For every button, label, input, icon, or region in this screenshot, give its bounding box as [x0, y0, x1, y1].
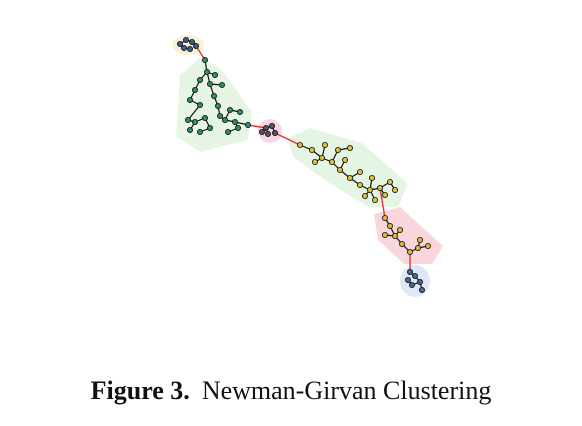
- node: [371, 196, 378, 203]
- node: [192, 43, 199, 50]
- node: [206, 125, 213, 132]
- node: [408, 281, 415, 288]
- node: [346, 144, 353, 151]
- node: [210, 93, 217, 100]
- node: [224, 128, 231, 135]
- node: [264, 130, 271, 137]
- node: [216, 113, 223, 120]
- node: [416, 278, 423, 285]
- node: [406, 248, 413, 255]
- node: [381, 191, 388, 198]
- node: [206, 81, 213, 88]
- node: [186, 127, 193, 134]
- node: [201, 57, 208, 64]
- node: [321, 141, 328, 148]
- node: [391, 232, 398, 239]
- node: [416, 236, 423, 243]
- node: [182, 37, 189, 44]
- node: [180, 45, 187, 52]
- hull: [374, 207, 443, 264]
- node: [201, 115, 208, 122]
- node: [311, 158, 318, 165]
- node: [404, 276, 411, 283]
- node: [234, 125, 241, 132]
- node: [214, 103, 221, 110]
- node: [188, 39, 195, 46]
- node: [318, 154, 325, 161]
- hull: [288, 128, 408, 207]
- node: [424, 242, 431, 249]
- node: [186, 46, 193, 53]
- node: [191, 87, 198, 94]
- node: [258, 128, 265, 135]
- node: [218, 82, 225, 89]
- node: [381, 231, 388, 238]
- node: [196, 102, 203, 109]
- node: [334, 146, 341, 153]
- node: [196, 77, 203, 84]
- node: [414, 244, 421, 251]
- node: [386, 222, 393, 229]
- hull: [258, 119, 282, 143]
- node: [381, 214, 388, 221]
- node: [396, 226, 403, 233]
- figure-caption: Figure 3. Newman-Girvan Clustering: [0, 376, 582, 406]
- node: [226, 107, 233, 114]
- node: [186, 97, 193, 104]
- node: [346, 174, 353, 181]
- bridge-edge: [274, 132, 301, 146]
- nodes: [176, 37, 431, 293]
- node: [391, 186, 398, 193]
- node: [341, 156, 348, 163]
- node: [308, 146, 315, 153]
- figure-label: Figure 3.: [90, 376, 190, 405]
- node: [366, 186, 373, 193]
- node: [191, 119, 198, 126]
- node: [411, 272, 418, 279]
- bridge-edge: [247, 124, 267, 129]
- node: [268, 123, 275, 130]
- node: [176, 41, 183, 48]
- network-graph: [172, 35, 443, 297]
- node: [418, 286, 425, 293]
- bridge-edge: [379, 187, 386, 219]
- node: [203, 69, 210, 76]
- node: [356, 168, 363, 175]
- node: [244, 122, 251, 129]
- node: [221, 117, 228, 124]
- node: [328, 158, 335, 165]
- caption-text: Newman-Girvan Clustering: [201, 376, 492, 405]
- node: [336, 166, 343, 173]
- node: [406, 268, 413, 275]
- node: [368, 174, 375, 181]
- node: [184, 117, 191, 124]
- node: [196, 128, 203, 135]
- node: [211, 72, 218, 79]
- node: [262, 125, 269, 132]
- node: [231, 119, 238, 126]
- node: [296, 141, 303, 148]
- hull: [172, 35, 204, 55]
- hull: [176, 58, 252, 152]
- node: [271, 129, 278, 136]
- node: [376, 184, 383, 191]
- node: [356, 181, 363, 188]
- node: [386, 178, 393, 185]
- node: [398, 240, 405, 247]
- node: [236, 109, 243, 116]
- hull: [400, 265, 430, 297]
- edge: [187, 104, 201, 121]
- node: [361, 192, 368, 199]
